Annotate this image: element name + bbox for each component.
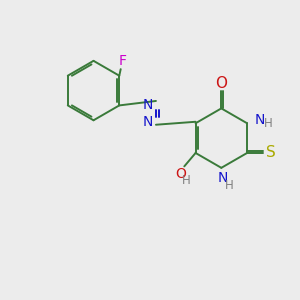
Text: S: S bbox=[266, 146, 276, 160]
Text: H: H bbox=[263, 117, 272, 130]
Text: O: O bbox=[175, 167, 186, 181]
Text: N: N bbox=[218, 171, 228, 185]
Text: N: N bbox=[142, 98, 153, 112]
Text: H: H bbox=[182, 174, 191, 187]
Text: N: N bbox=[254, 113, 265, 127]
Text: H: H bbox=[224, 178, 233, 192]
Text: N: N bbox=[142, 115, 153, 129]
Text: O: O bbox=[215, 76, 227, 91]
Text: F: F bbox=[118, 54, 127, 68]
